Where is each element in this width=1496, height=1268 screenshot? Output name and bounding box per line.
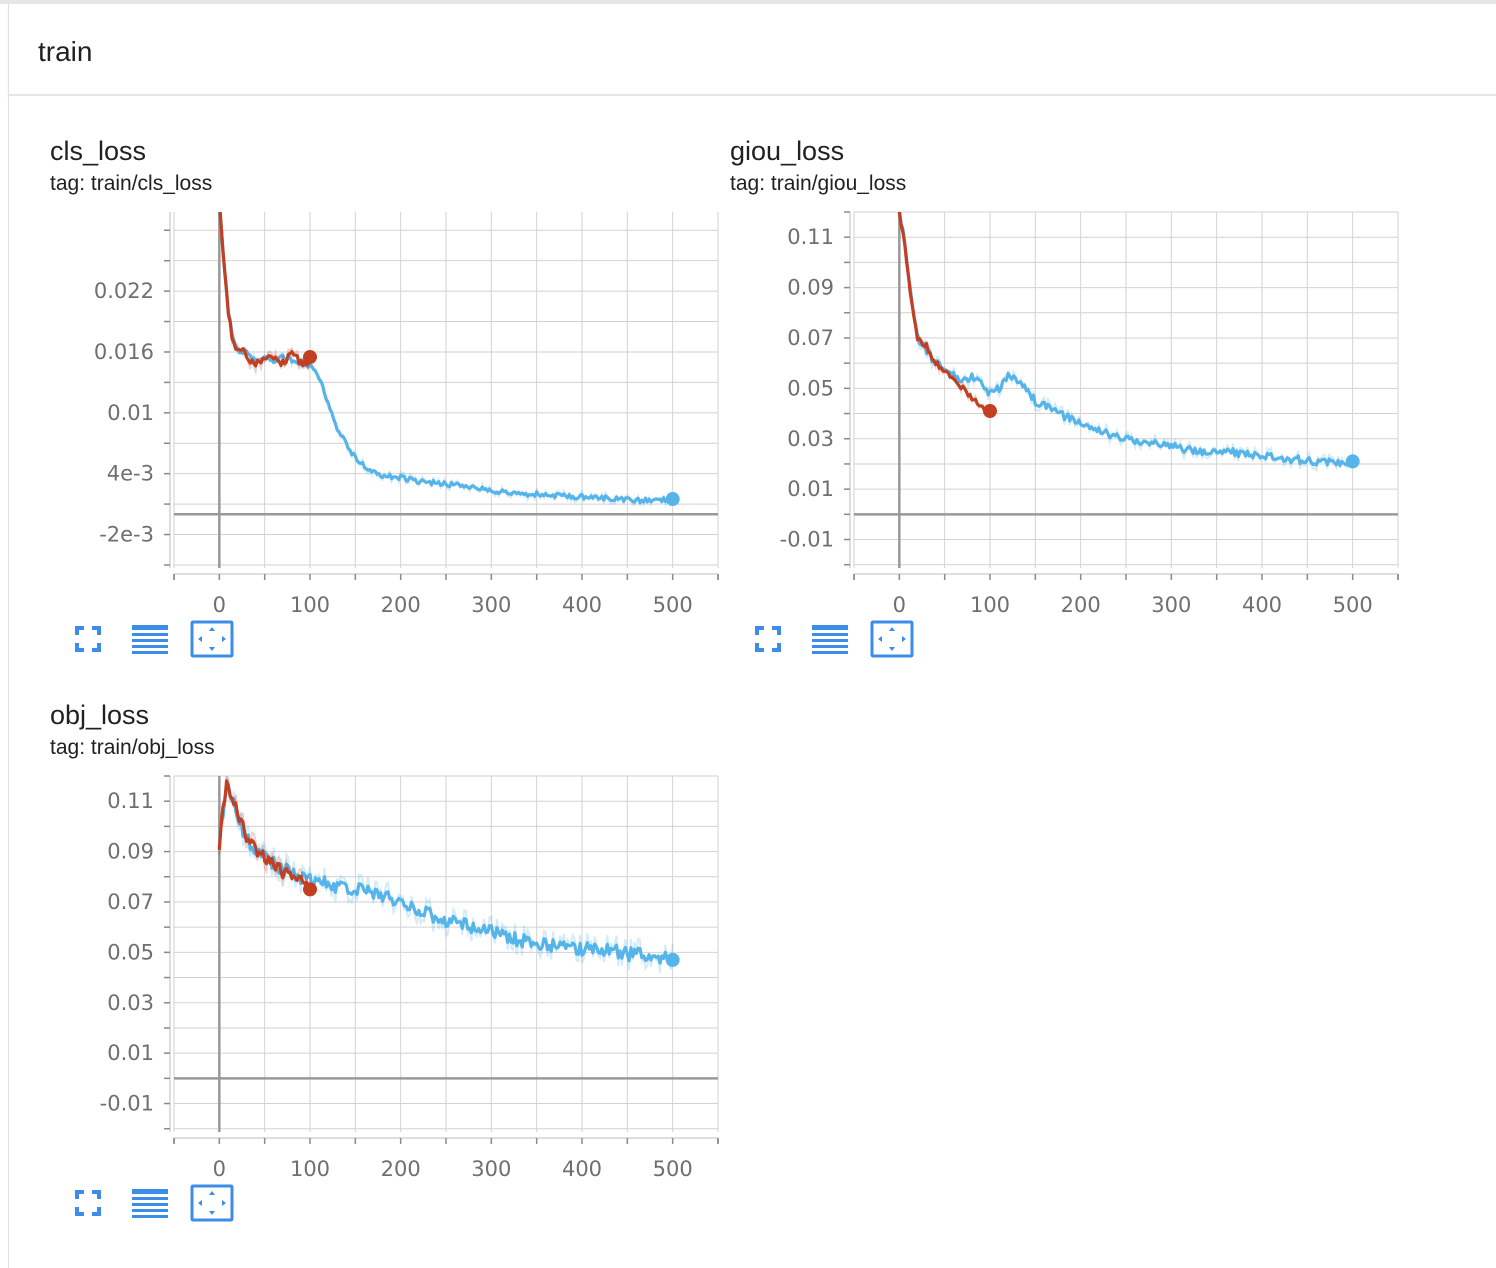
fullscreen-icon bbox=[755, 626, 781, 652]
x-tick-label: 200 bbox=[381, 1157, 421, 1181]
plot-area: 0 100 200 300 400 500 -0.01 0.01 0.03 0.05 0.07 0.0… bbox=[780, 211, 1399, 617]
fullscreen-icon bbox=[75, 626, 101, 652]
y-tick-label: 0.09 bbox=[107, 840, 154, 864]
chart-toolbar bbox=[66, 620, 266, 660]
series-end-marker bbox=[983, 404, 997, 419]
chart-title: cls_loss bbox=[50, 136, 147, 166]
card-grid: cls_loss tag: train/cls_loss 0 100 200 300 4… bbox=[8, 96, 1496, 1268]
group-title: train bbox=[38, 36, 93, 67]
chart-card-cls-loss: cls_loss tag: train/cls_loss 0 100 200 300 4… bbox=[50, 136, 730, 696]
y-tick-label: 0.11 bbox=[107, 789, 154, 813]
x-tick-label: 400 bbox=[562, 1157, 602, 1181]
fit-domain-icon bbox=[870, 620, 914, 658]
x-tick-label: 200 bbox=[381, 593, 421, 617]
series-line bbox=[217, 779, 312, 891]
top-rule bbox=[0, 0, 1496, 4]
x-tick-label: 0 bbox=[213, 593, 226, 617]
series-layer bbox=[897, 212, 1354, 473]
chart-tag: tag: train/giou_loss bbox=[730, 172, 907, 195]
x-tick-label: 100 bbox=[290, 593, 330, 617]
x-tick-label: 300 bbox=[1151, 593, 1191, 617]
series-end-marker bbox=[303, 350, 317, 365]
log-scale-button[interactable] bbox=[128, 620, 172, 658]
y-tick-label: 0.05 bbox=[787, 376, 834, 400]
y-tick-label: 0.03 bbox=[787, 427, 834, 451]
y-tick-label: 4e-3 bbox=[107, 462, 154, 486]
x-tick-label: 300 bbox=[471, 1157, 511, 1181]
line-chart-obj-loss[interactable]: 0 100 200 300 400 500 -0.01 0.01 0.03 0.05 0.07 0.0… bbox=[50, 770, 730, 1181]
x-tick-label: 200 bbox=[1061, 593, 1101, 617]
fit-domain-icon bbox=[190, 620, 234, 658]
fit-domain-button[interactable] bbox=[190, 620, 234, 658]
y-tick-label: 0.07 bbox=[107, 890, 154, 914]
fit-domain-icon bbox=[190, 1184, 234, 1222]
chart-toolbar bbox=[66, 1184, 266, 1224]
y-tick-label: -0.01 bbox=[780, 528, 834, 552]
chart-card-obj-loss: obj_loss tag: train/obj_loss 0 100 200 300 4… bbox=[50, 700, 730, 1260]
data-table-icon bbox=[132, 625, 168, 654]
series-line bbox=[218, 212, 675, 505]
x-tick-label: 300 bbox=[471, 593, 511, 617]
chart-tag: tag: train/obj_loss bbox=[50, 736, 215, 759]
y-tick-label: 0.022 bbox=[94, 279, 154, 303]
line-chart-cls-loss[interactable]: 0 100 200 300 400 500 -2e-3 4e-3 0.01 0.016 0.022 bbox=[50, 206, 730, 617]
line-chart-giou-loss[interactable]: 0 100 200 300 400 500 -0.01 0.01 0.03 0.05 0.07 0.0… bbox=[730, 206, 1410, 617]
fit-domain-button[interactable] bbox=[870, 620, 914, 658]
fit-domain-button[interactable] bbox=[190, 1184, 234, 1222]
x-tick-label: 500 bbox=[653, 593, 693, 617]
log-scale-button[interactable] bbox=[808, 620, 852, 658]
data-table-icon bbox=[812, 625, 848, 654]
x-tick-label: 100 bbox=[970, 593, 1010, 617]
series-line bbox=[897, 212, 991, 413]
chart-toolbar bbox=[746, 620, 946, 660]
group-header[interactable]: train bbox=[8, 4, 1496, 96]
y-tick-label: 0.016 bbox=[94, 340, 154, 364]
y-tick-label: -2e-3 bbox=[99, 523, 154, 547]
series-layer bbox=[218, 212, 675, 509]
x-tick-label: 500 bbox=[1333, 593, 1373, 617]
series-line bbox=[897, 212, 1354, 467]
y-tick-label: 0.01 bbox=[107, 1041, 154, 1065]
plot-area: 0 100 200 300 400 500 -0.01 0.01 0.03 0.05 0.07 0.0… bbox=[100, 775, 719, 1181]
plot-area: 0 100 200 300 400 500 -2e-3 4e-3 0.01 0.016 0.022 bbox=[94, 212, 719, 617]
y-tick-label: 0.01 bbox=[107, 401, 154, 425]
series-line bbox=[218, 212, 312, 368]
x-tick-label: 100 bbox=[290, 1157, 330, 1181]
y-tick-label: 0.03 bbox=[107, 991, 154, 1015]
chart-tag: tag: train/cls_loss bbox=[50, 172, 213, 195]
x-tick-label: 0 bbox=[893, 593, 906, 617]
series-layer bbox=[217, 776, 675, 973]
y-tick-label: -0.01 bbox=[100, 1092, 154, 1116]
series-end-marker bbox=[303, 882, 317, 897]
x-tick-label: 400 bbox=[1242, 593, 1282, 617]
x-tick-label: 500 bbox=[653, 1157, 693, 1181]
log-scale-button[interactable] bbox=[128, 1184, 172, 1222]
x-tick-label: 400 bbox=[562, 593, 602, 617]
y-tick-label: 0.09 bbox=[787, 276, 834, 300]
y-tick-label: 0.05 bbox=[107, 940, 154, 964]
chart-title: giou_loss bbox=[730, 136, 845, 166]
y-tick-label: 0.01 bbox=[787, 477, 834, 501]
series-end-marker bbox=[1345, 454, 1360, 469]
data-table-icon bbox=[132, 1189, 168, 1218]
chart-card-giou-loss: giou_loss tag: train/giou_loss 0 100 200 30… bbox=[730, 136, 1410, 696]
y-tick-label: 0.07 bbox=[787, 326, 834, 350]
fit-button[interactable] bbox=[66, 620, 110, 658]
x-tick-label: 0 bbox=[213, 1157, 226, 1181]
fullscreen-icon bbox=[75, 1190, 101, 1216]
fit-button[interactable] bbox=[746, 620, 790, 658]
y-tick-label: 0.11 bbox=[787, 225, 834, 249]
series-end-marker bbox=[665, 492, 680, 507]
chart-title: obj_loss bbox=[50, 700, 150, 730]
fit-button[interactable] bbox=[66, 1184, 110, 1222]
series-end-marker bbox=[665, 952, 680, 967]
